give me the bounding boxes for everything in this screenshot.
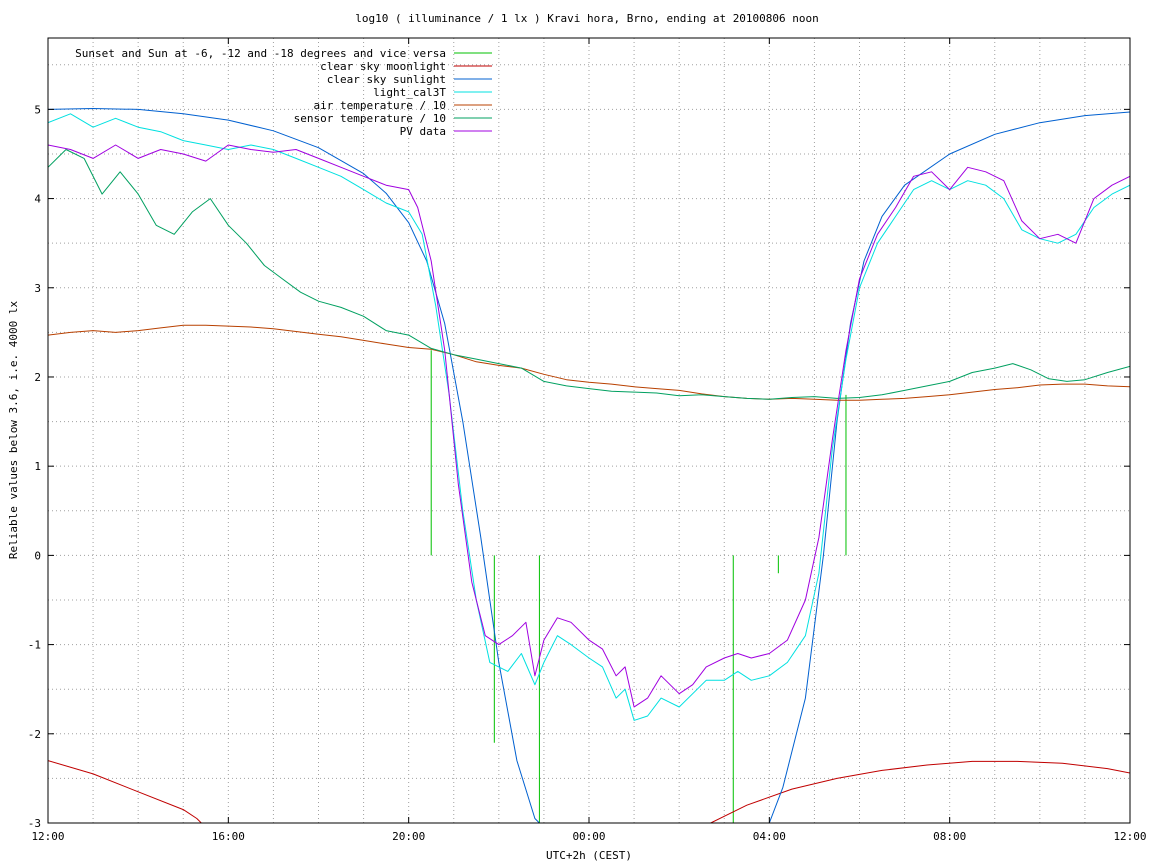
series-line-7 [48,144,1130,708]
legend-label: light_cal3T [373,86,446,99]
legend-label: sensor temperature / 10 [294,112,446,125]
legend: Sunset and Sun at -6, -12 and -18 degree… [75,47,492,138]
y-axis-label: Reliable values below 3.6, i.e. 4000 lx [7,300,20,559]
legend-label: Sunset and Sun at -6, -12 and -18 degree… [75,47,446,60]
y-tick-label: 3 [34,282,41,295]
series-line-2 [48,760,1130,823]
legend-label: clear sky moonlight [320,60,446,73]
series-line-6 [48,149,1130,400]
grid [48,38,1130,823]
series-line-3 [48,108,1130,823]
y-tick-label: 5 [34,103,41,116]
y-tick-label: 2 [34,371,41,384]
y-axis-ticks: -3 -2 -1 0 1 2 3 4 5 [28,103,1130,830]
legend-label: air temperature / 10 [314,99,446,112]
x-tick-label: 08:00 [933,830,966,843]
y-tick-label: -1 [28,639,41,652]
x-axis-label: UTC+2h (CEST) [546,849,632,862]
chart-title: log10 ( illuminance / 1 lx ) Kravi hora,… [355,12,819,25]
x-tick-label: 12:00 [31,830,64,843]
series-line-5 [48,324,1130,401]
y-tick-label: -2 [28,728,41,741]
series-layer [48,108,1130,823]
series-line-4 [48,113,1130,721]
y-tick-label: 0 [34,549,41,562]
y-tick-label: 4 [34,193,41,206]
legend-label: PV data [400,125,446,138]
x-tick-label: 16:00 [212,830,245,843]
x-tick-label: 20:00 [392,830,425,843]
y-tick-label: 1 [34,460,41,473]
y-tick-label: -3 [28,817,41,830]
x-tick-label: 12:00 [1113,830,1146,843]
x-tick-label: 04:00 [753,830,786,843]
legend-label: clear sky sunlight [327,73,446,86]
x-axis-ticks: 12:00 16:00 20:00 00:00 04:00 08:00 12:00 [31,38,1147,843]
x-tick-label: 00:00 [572,830,605,843]
